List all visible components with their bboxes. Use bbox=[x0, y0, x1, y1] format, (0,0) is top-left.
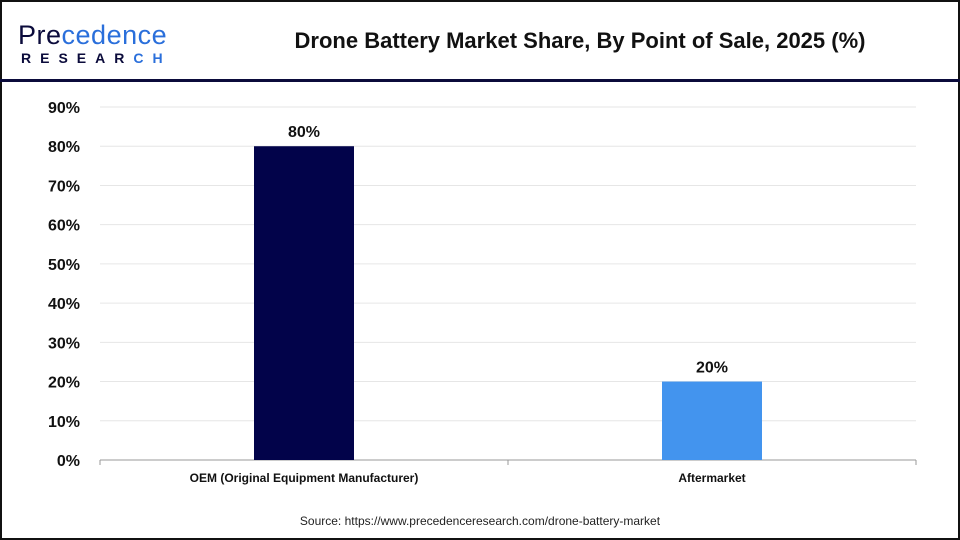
bar bbox=[254, 146, 354, 460]
data-label: 20% bbox=[696, 360, 728, 377]
y-tick-label: 60% bbox=[48, 218, 80, 235]
header-divider bbox=[0, 79, 960, 82]
data-label: 80% bbox=[288, 124, 320, 141]
y-tick-label: 90% bbox=[48, 100, 80, 117]
x-tick-label: OEM (Original Equipment Manufacturer) bbox=[190, 471, 419, 485]
y-tick-label: 70% bbox=[48, 178, 80, 195]
y-tick-label: 10% bbox=[48, 414, 80, 431]
y-tick-label: 50% bbox=[48, 257, 80, 274]
chart-title: Drone Battery Market Share, By Point of … bbox=[294, 28, 866, 53]
bar bbox=[662, 381, 762, 460]
x-tick-label: Aftermarket bbox=[678, 471, 745, 485]
y-tick-label: 20% bbox=[48, 375, 80, 392]
logo-text-sub: RESEARCH bbox=[21, 50, 172, 66]
logo-text-main: Precedence bbox=[18, 20, 168, 50]
y-tick-label: 40% bbox=[48, 296, 80, 313]
source-text: Source: https://www.precedenceresearch.c… bbox=[299, 514, 661, 528]
logo: Precedence RESEARCH bbox=[18, 20, 172, 67]
y-tick-label: 0% bbox=[57, 453, 80, 470]
y-tick-label: 80% bbox=[48, 139, 80, 156]
y-tick-label: 30% bbox=[48, 335, 80, 352]
